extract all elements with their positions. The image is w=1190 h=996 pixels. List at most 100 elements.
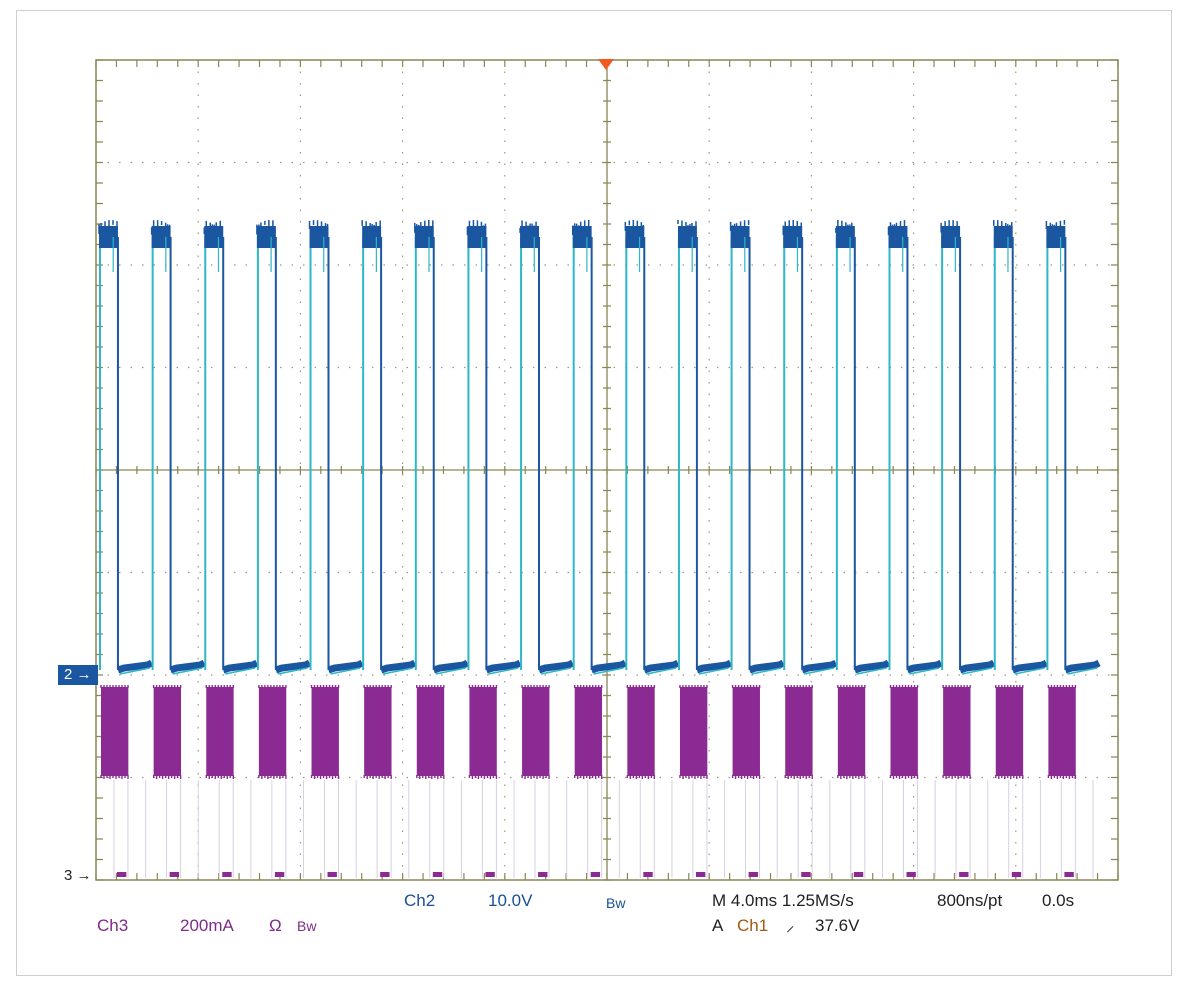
ch2-plateau-noise: [729, 220, 750, 238]
ch2-low-level: [906, 659, 943, 674]
ch2-plateau-noise: [519, 220, 539, 237]
ch3-impedance: Ω: [269, 916, 282, 935]
ch2-low-level: [748, 659, 785, 674]
ch3-current-burst: [1048, 687, 1076, 776]
ch3-baseline-segment: [906, 872, 916, 877]
ch3-baseline-segment: [1064, 872, 1074, 877]
ch3-baseline-segment: [485, 872, 495, 877]
ch3-burst-edge-noise: [995, 685, 1024, 779]
ch3-current-burst: [627, 687, 655, 776]
ch3-burst-edge-noise: [626, 685, 656, 779]
ch2-low-noise: [382, 667, 413, 675]
resolution-readout: 800ns/pt: [937, 891, 1003, 910]
ch2-low-noise: [593, 667, 624, 675]
ch3-baseline-segment: [590, 872, 601, 877]
trigger-mode: A: [712, 916, 724, 935]
ch2-plateau-noise: [150, 220, 171, 238]
ch3-baseline-segment: [169, 872, 180, 877]
ch2-plateau-noise: [1045, 220, 1066, 237]
ch2-low-noise: [435, 667, 466, 675]
ch3-label: Ch3: [97, 916, 129, 935]
ch2-plateau-noise: [782, 220, 802, 238]
trigger-slope: ⸝: [786, 916, 795, 935]
ch3-burst-edge-noise: [573, 685, 603, 779]
ch2-ground-marker: 2 →: [58, 665, 98, 685]
ch2-marker-label: 2: [64, 666, 73, 683]
ch2-low-noise: [1014, 667, 1045, 675]
ch2-low-level: [222, 659, 259, 674]
ch3-burst-edge-noise: [100, 685, 129, 779]
ch3-burst-edge-noise: [205, 685, 234, 779]
ch3-baseline-segment: [327, 872, 337, 877]
trigger-position-marker: [598, 59, 614, 70]
ch2-low-noise: [225, 667, 256, 675]
ch2-low-noise: [277, 667, 308, 675]
ch2-trace: [98, 220, 1101, 878]
trigger-level: 37.6V: [815, 916, 860, 935]
ch3-current-burst: [785, 687, 813, 776]
ch2-low-noise: [804, 667, 835, 675]
ch3-burst-edge-noise: [679, 685, 708, 779]
ch2-label: Ch2: [404, 891, 436, 910]
ch3-burst-edge-noise: [310, 685, 340, 779]
ch3-burst-edge-noise: [468, 685, 498, 779]
ch2-marker-arrow: →: [76, 666, 92, 683]
ch3-baseline-segment: [538, 872, 548, 877]
ch2-low-level: [380, 659, 417, 674]
ch3-current-burst: [153, 687, 182, 776]
ch3-current-burst: [311, 687, 339, 776]
trigger-source: Ch1: [737, 916, 769, 935]
ch3-baseline-segment: [1011, 872, 1022, 877]
ch3-current-burst: [522, 687, 550, 776]
ch3-marker-label: 3: [64, 867, 73, 884]
ch3-baseline-segment: [274, 872, 285, 877]
ch2-plateau-noise: [203, 220, 224, 237]
ch2-plateau-noise: [940, 220, 960, 238]
ch3-current-burst: [416, 687, 445, 776]
ch2-low-noise: [488, 667, 519, 675]
ch3-current-burst: [732, 687, 760, 776]
ch3-burst-edge-noise: [731, 685, 761, 779]
ch2-low-noise: [540, 667, 571, 675]
ch2-low-level: [695, 659, 733, 674]
ch3-current-burst: [837, 687, 866, 776]
ch3-baseline-segment: [380, 872, 390, 877]
ch3-ground-marker: 3 →: [64, 868, 92, 883]
ch2-low-level: [327, 659, 364, 674]
ch2-low-noise: [646, 667, 677, 675]
ch2-plateau-noise: [466, 220, 487, 238]
ch3-trace: [100, 685, 1077, 877]
ch3-burst-edge-noise: [942, 685, 971, 779]
ch2-low-noise: [698, 667, 729, 675]
ch2-low-level: [1011, 659, 1048, 674]
ch3-baseline-segment: [643, 872, 653, 877]
ch3-burst-edge-noise: [521, 685, 550, 779]
ch2-plateau-noise: [887, 220, 908, 237]
ch3-burst-edge-noise: [784, 685, 813, 779]
ch3-current-burst: [364, 687, 392, 776]
ch3-baseline-segment: [222, 872, 232, 877]
ch2-low-level: [853, 659, 891, 674]
ch3-current-burst: [469, 687, 497, 776]
ch2-low-level: [1064, 659, 1101, 674]
ch2-low-level: [485, 659, 522, 674]
ch2-bandwidth-limit: Bw: [606, 895, 626, 911]
ch3-baseline-segment: [695, 872, 706, 877]
ch2-scale: 10.0V: [488, 891, 533, 910]
ch2-plateau-noise: [98, 220, 118, 238]
ch3-burst-edge-noise: [1047, 685, 1077, 779]
ch2-low-level: [590, 659, 627, 674]
ch3-current-burst: [574, 687, 603, 776]
ch2-plateau-noise: [677, 220, 697, 238]
ch2-low-level: [643, 659, 680, 674]
ch3-baseline-segment: [853, 872, 864, 877]
ch3-bandwidth-limit: Bw: [297, 918, 317, 934]
ch2-plateau-noise: [308, 220, 329, 238]
ch2-plateau-noise: [361, 220, 381, 236]
ch3-current-burst: [995, 687, 1024, 776]
ch2-plateau-noise: [624, 220, 645, 238]
timebase-readout: M 4.0ms 1.25MS/s: [712, 891, 854, 910]
ch2-low-level: [537, 659, 575, 674]
ch2-plateau-noise: [993, 220, 1013, 238]
